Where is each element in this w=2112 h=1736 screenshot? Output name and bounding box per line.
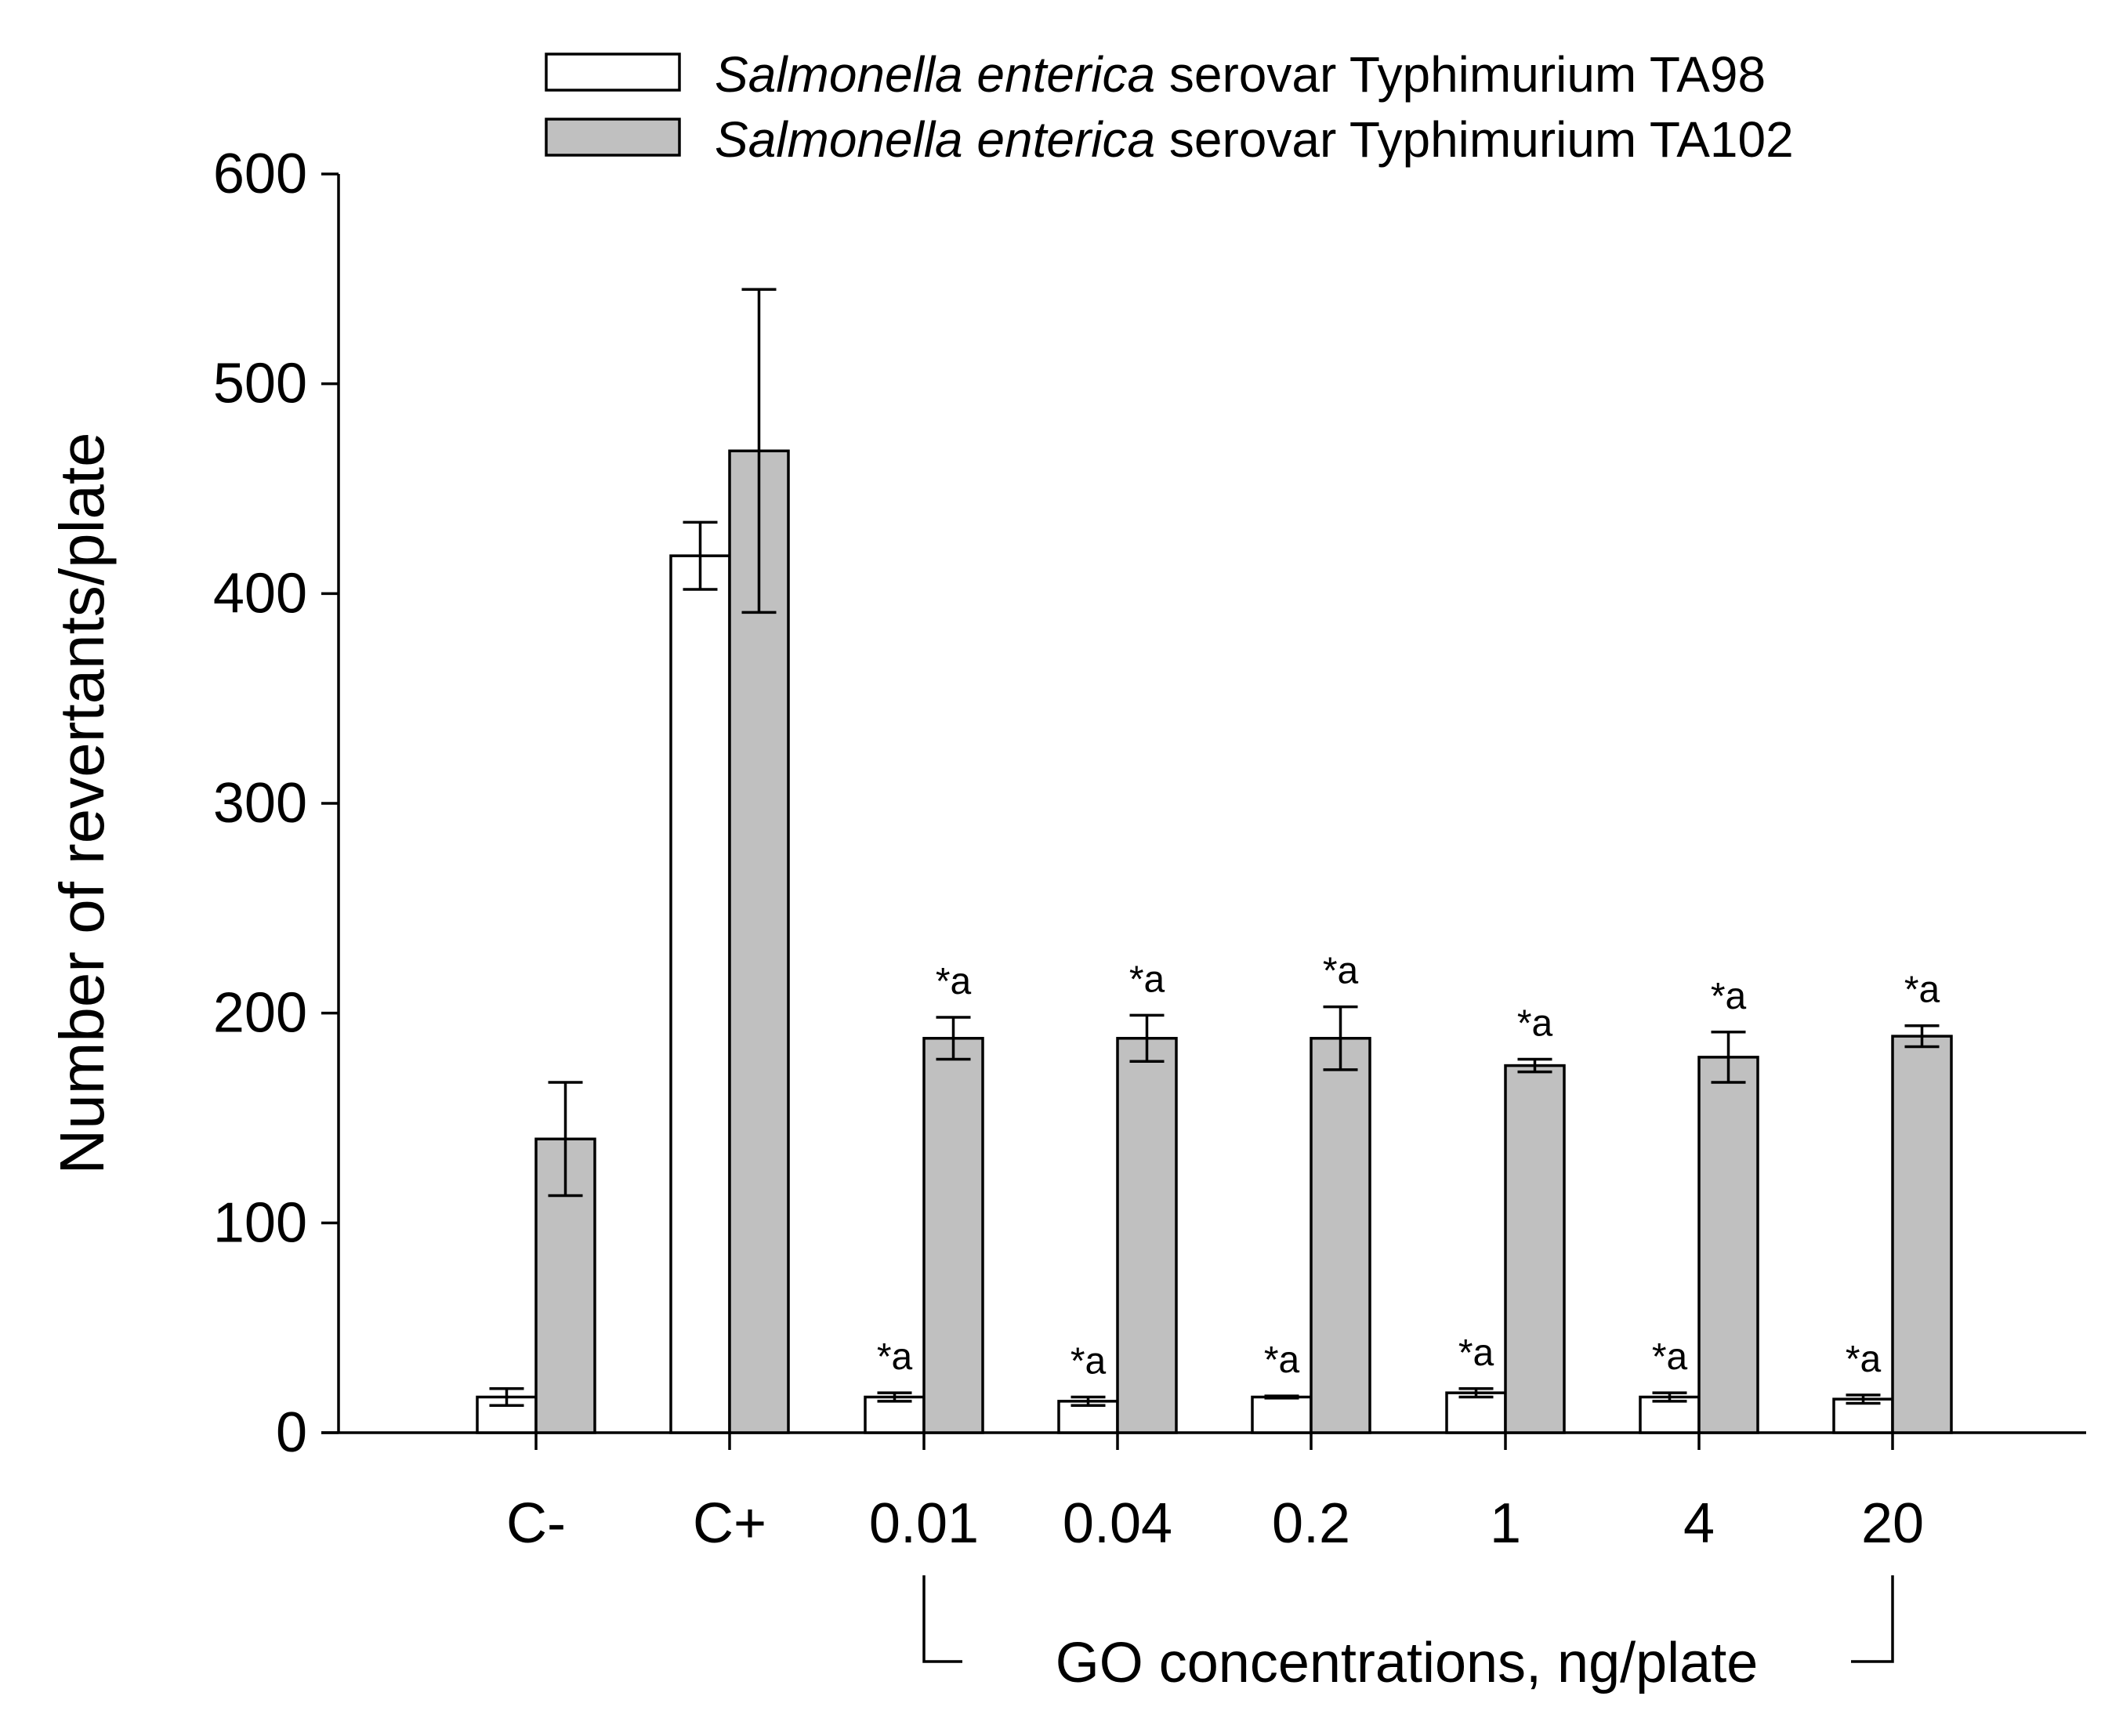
bracket-left bbox=[922, 1575, 962, 1663]
significance-annotation: *a bbox=[1846, 1339, 1882, 1380]
significance-annotation: *a bbox=[1458, 1332, 1494, 1374]
error-bar-series1-5 bbox=[1458, 1387, 1494, 1399]
significance-annotation: *a bbox=[1070, 1340, 1107, 1382]
bars bbox=[476, 449, 1953, 1434]
y-axis-label: Number of revertants/plate bbox=[47, 432, 117, 1174]
x-tick-label: C+ bbox=[693, 1492, 766, 1555]
error-bar-series2-7 bbox=[1904, 1024, 1940, 1049]
error-bar-series1-3 bbox=[1070, 1395, 1106, 1407]
bracket-right bbox=[1851, 1575, 1894, 1663]
y-tick-label: 200 bbox=[213, 982, 307, 1045]
bar-series2-6 bbox=[1697, 1056, 1759, 1434]
error-bar-series2-3 bbox=[1129, 1013, 1165, 1063]
bar-series1-1 bbox=[669, 554, 731, 1434]
error-bar-series2-1 bbox=[741, 288, 777, 614]
legend-swatch-series1 bbox=[545, 53, 681, 92]
legend-swatch-series2 bbox=[545, 118, 681, 157]
annotations: *a *a *a *a *a *a *a *a *a *a *a *a bbox=[877, 951, 1940, 1383]
x-tick-label: 20 bbox=[1861, 1492, 1924, 1555]
error-bar-series2-4 bbox=[1323, 1005, 1358, 1071]
y-tick-label: 600 bbox=[213, 143, 307, 205]
bracket-label: GO concentrations, ng/plate bbox=[1056, 1632, 1759, 1694]
x-tick-label: 4 bbox=[1683, 1492, 1715, 1555]
significance-annotation: *a bbox=[877, 1336, 913, 1378]
x-tick-label: 1 bbox=[1490, 1492, 1521, 1555]
significance-annotation: *a bbox=[1264, 1339, 1300, 1381]
bar-series2-2 bbox=[922, 1037, 984, 1434]
bar-series2-4 bbox=[1310, 1037, 1371, 1434]
concentration-bracket: GO concentrations, ng/plate bbox=[922, 1575, 1894, 1694]
error-bar-series2-0 bbox=[548, 1081, 583, 1198]
y-tick-label: 400 bbox=[213, 562, 307, 625]
error-bar-series1-0 bbox=[489, 1387, 524, 1407]
x-tick-label: C- bbox=[506, 1492, 566, 1555]
axes: 0 100 200 300 400 500 600 Number of revertants/… bbox=[47, 143, 2086, 1555]
significance-annotation: *a bbox=[1129, 959, 1165, 1000]
significance-annotation: *a bbox=[1652, 1336, 1688, 1378]
x-tick-label: 0.01 bbox=[869, 1492, 979, 1555]
bar-series2-3 bbox=[1116, 1037, 1178, 1434]
y-tick-label: 0 bbox=[276, 1401, 307, 1464]
error-bar-series1-6 bbox=[1652, 1391, 1687, 1403]
y-tick-label: 100 bbox=[213, 1191, 307, 1254]
error-bar-series2-5 bbox=[1517, 1057, 1552, 1074]
error-bar-series1-7 bbox=[1846, 1394, 1881, 1405]
error-bar-series2-2 bbox=[936, 1016, 971, 1061]
bar-series2-7 bbox=[1891, 1035, 1953, 1434]
x-tick-label: 0.04 bbox=[1063, 1492, 1172, 1555]
error-bar-series1-1 bbox=[683, 520, 718, 591]
legend-italic-part: Salmonella enterica bbox=[715, 111, 1155, 168]
error-bar-series1-4 bbox=[1264, 1394, 1299, 1400]
significance-annotation: *a bbox=[1323, 951, 1359, 992]
error-bar-series2-6 bbox=[1711, 1031, 1746, 1084]
y-tick-label: 500 bbox=[213, 353, 307, 415]
significance-annotation: *a bbox=[1711, 976, 1747, 1017]
significance-annotation: *a bbox=[1517, 1003, 1553, 1045]
error-bars bbox=[489, 288, 1940, 1407]
bar-series1-4 bbox=[1251, 1395, 1313, 1434]
legend: Salmonella enterica serovar Typhimurium … bbox=[545, 46, 1794, 168]
significance-annotation: *a bbox=[1904, 969, 1940, 1011]
error-bar-series1-2 bbox=[877, 1391, 912, 1403]
x-tick-label: 0.2 bbox=[1272, 1492, 1350, 1555]
y-tick-label: 300 bbox=[213, 772, 307, 835]
legend-italic-part: Salmonella enterica bbox=[715, 46, 1155, 103]
legend-label-series1: Salmonella enterica serovar Typhimurium … bbox=[715, 46, 1766, 103]
bar-series2-5 bbox=[1504, 1064, 1566, 1434]
bar-series1-5 bbox=[1445, 1391, 1507, 1434]
legend-rest-part: serovar Typhimurium TA102 bbox=[1155, 111, 1794, 168]
legend-label-series2: Salmonella enterica serovar Typhimurium … bbox=[715, 111, 1794, 168]
legend-rest-part: serovar Typhimurium TA98 bbox=[1155, 46, 1766, 103]
significance-annotation: *a bbox=[936, 961, 972, 1002]
